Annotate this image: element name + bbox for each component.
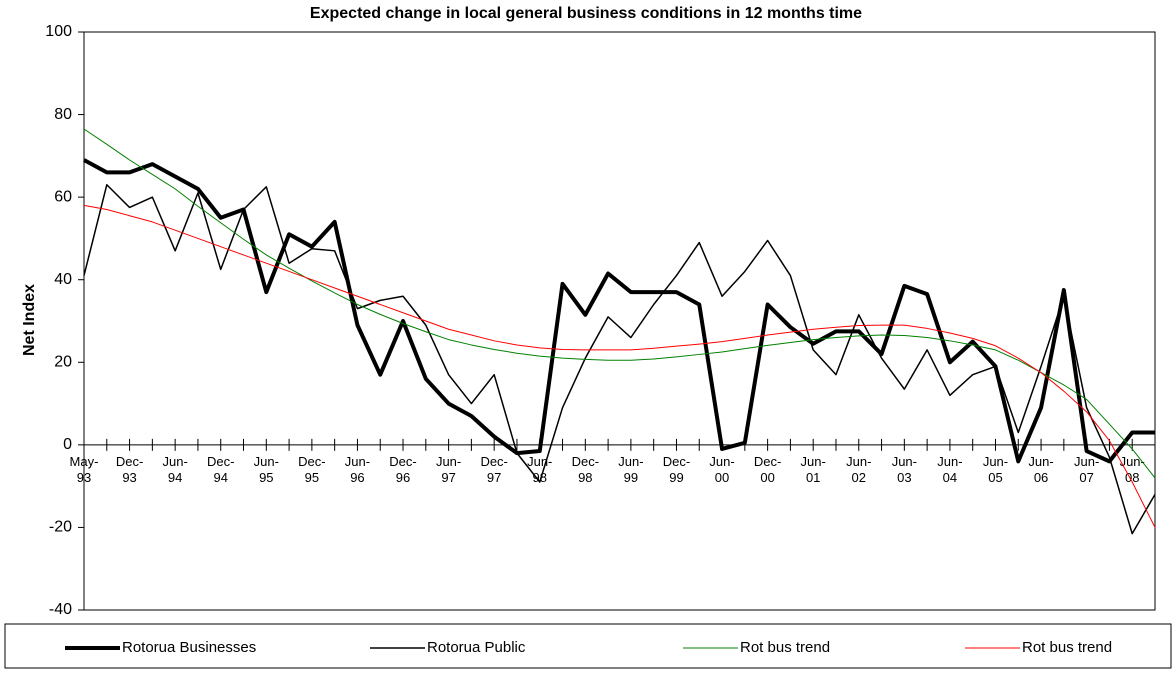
x-tick-label: Jun-02 <box>846 454 871 485</box>
x-tick-label: Jun-03 <box>892 454 917 485</box>
x-tick-label: Dec-00 <box>754 454 781 485</box>
x-tick-label: Dec-96 <box>389 454 416 485</box>
x-tick-label: Dec-93 <box>116 454 143 485</box>
y-tick-label: 60 <box>54 188 72 205</box>
legend-label: Rot bus trend <box>1022 639 1112 656</box>
x-tick-label: May-93 <box>70 454 99 485</box>
y-tick-label: 0 <box>63 436 72 453</box>
x-tick-label: Dec-98 <box>572 454 599 485</box>
legend-label: Rotorua Public <box>427 639 526 656</box>
series-line <box>83 128 1156 479</box>
legend-label: Rot bus trend <box>740 639 830 656</box>
x-tick-label: Jun-96 <box>345 454 370 485</box>
x-tick-label: Jun-07 <box>1074 454 1099 485</box>
x-tick-label: Dec-95 <box>298 454 325 485</box>
series-line <box>83 204 1156 528</box>
x-tick-label: Dec-99 <box>663 454 690 485</box>
y-axis-title: Net Index <box>21 284 38 356</box>
x-tick-label: Dec-94 <box>207 454 234 485</box>
legend-box <box>4 623 1172 669</box>
series-line <box>83 158 1155 464</box>
x-tick-label: Jun-95 <box>254 454 279 485</box>
x-tick-label: Jun-04 <box>937 454 962 485</box>
x-tick-label: Jun-98 <box>527 454 552 485</box>
x-tick-label: Jun-94 <box>163 454 188 485</box>
y-tick-label: 80 <box>54 106 72 123</box>
series-line <box>83 184 1156 535</box>
y-tick-label: 40 <box>54 271 72 288</box>
x-tick-label: Jun-99 <box>618 454 643 485</box>
plot-frame <box>83 31 1156 611</box>
y-tick-label: 100 <box>45 23 72 40</box>
y-tick-label: -20 <box>49 519 72 536</box>
x-tick-label: Jun-00 <box>709 454 734 485</box>
chart-title: Expected change in local general busines… <box>310 5 862 22</box>
x-tick-label: Dec-97 <box>480 454 507 485</box>
x-tick-label: Jun-01 <box>801 454 826 485</box>
x-tick-label: Jun-05 <box>983 454 1008 485</box>
x-tick-label: Jun-06 <box>1028 454 1053 485</box>
x-tick-label: Jun-97 <box>436 454 461 485</box>
x-tick-label: Jun-08 <box>1120 454 1145 485</box>
legend-label: Rotorua Businesses <box>122 639 256 656</box>
y-tick-label: 20 <box>54 354 72 371</box>
y-tick-label: -40 <box>49 601 72 618</box>
